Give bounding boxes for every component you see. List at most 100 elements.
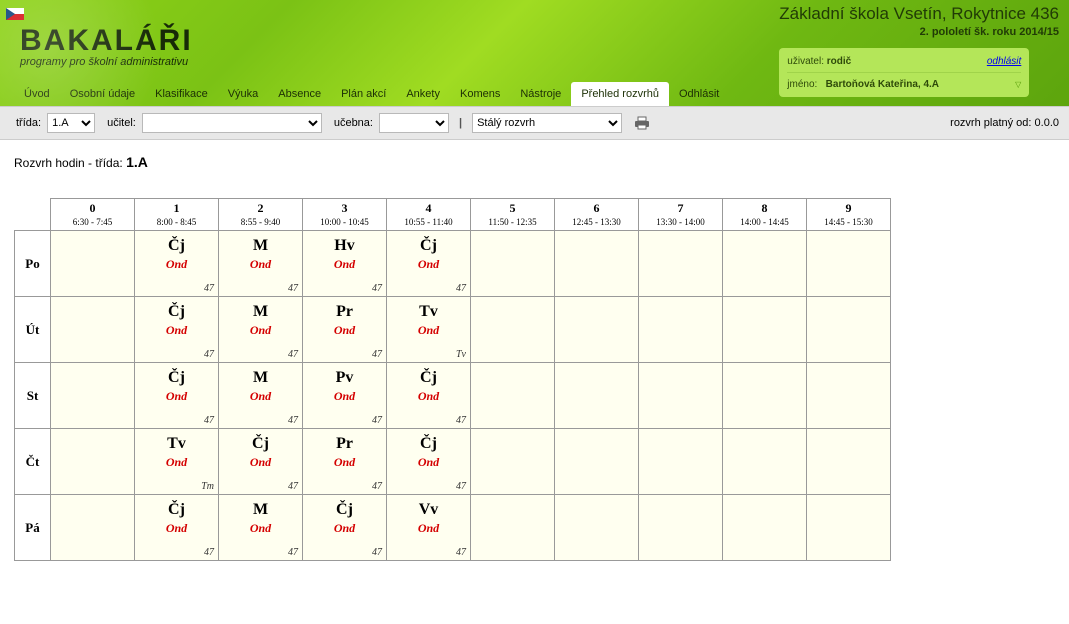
subject-label: Čj — [387, 231, 470, 255]
subject-label: Pr — [303, 297, 386, 321]
schedule-cell: Pr Ond 47 — [303, 297, 387, 363]
schedule-cell: Čj Ond 47 — [219, 429, 303, 495]
schedule-cell — [51, 231, 135, 297]
name-value: Bartoňová Kateřina, 4.A — [826, 79, 939, 90]
subject-label: Tv — [387, 297, 470, 321]
chevron-down-icon[interactable]: ▽ — [1015, 80, 1021, 89]
teacher-label: Ond — [219, 455, 302, 470]
subject-label: Čj — [219, 429, 302, 453]
menu-item[interactable]: Komens — [450, 82, 510, 106]
subject-label: Čj — [303, 495, 386, 519]
period-header: 612:45 - 13:30 — [555, 199, 639, 231]
schedule-cell — [807, 231, 891, 297]
print-icon[interactable] — [634, 116, 650, 130]
day-header: Út — [15, 297, 51, 363]
table-row: PoČjOnd47MOnd47HvOnd47ČjOnd47 — [15, 231, 891, 297]
flag-icon[interactable] — [6, 8, 24, 20]
menu-item[interactable]: Úvod — [14, 82, 60, 106]
menu-item[interactable]: Klasifikace — [145, 82, 218, 106]
separator: | — [459, 117, 462, 129]
schedule-cell — [807, 297, 891, 363]
schedule-cell — [639, 231, 723, 297]
schedule-cell — [555, 363, 639, 429]
room-label: Tv — [456, 349, 466, 360]
schedule-cell — [555, 297, 639, 363]
menu-item[interactable]: Nástroje — [510, 82, 571, 106]
schedule-cell — [51, 363, 135, 429]
user-info-box: uživatel: rodič odhlásit jméno: Bartoňov… — [779, 48, 1029, 97]
room-label: 47 — [456, 415, 466, 426]
teacher-label: Ond — [387, 323, 470, 338]
schedule-cell — [807, 363, 891, 429]
schedule-cell: ČjOnd47 — [135, 363, 219, 429]
room-label: 47 — [288, 481, 298, 492]
subject-label: Čj — [387, 429, 470, 453]
day-header: Čt — [15, 429, 51, 495]
room-label: 47 — [288, 283, 298, 294]
menu-item[interactable]: Ankety — [396, 82, 450, 106]
user-value: rodič — [827, 56, 851, 67]
schedule-cell: MOnd47 — [219, 495, 303, 561]
logout-link[interactable]: odhlásit — [987, 56, 1021, 67]
subject-label: Tv — [135, 429, 218, 453]
semester-label: 2. pololetí šk. roku 2014/15 — [779, 26, 1059, 38]
schedule-cell: VvOnd47 — [387, 495, 471, 561]
schedule-cell — [555, 495, 639, 561]
period-header: 28:55 - 9:40 — [219, 199, 303, 231]
table-row: ČtTvOndTmČjOnd47PrOnd47ČjOnd47 — [15, 429, 891, 495]
schedule-cell — [471, 363, 555, 429]
page-title: Rozvrh hodin - třída: 1.A — [14, 154, 1055, 170]
schedule-cell: ČjOnd47 — [135, 231, 219, 297]
schedule-cell — [723, 297, 807, 363]
room-label: 47 — [372, 547, 382, 558]
schedule-table: 06:30 - 7:4518:00 - 8:4528:55 - 9:40310:… — [14, 198, 891, 561]
schedule-cell: Hv Ond 47 — [303, 231, 387, 297]
schedule-cell — [723, 495, 807, 561]
room-label: 47 — [204, 283, 214, 294]
menu-item[interactable]: Osobní údaje — [60, 82, 145, 106]
teacher-label: Ond — [303, 323, 386, 338]
teacher-label: Ond — [135, 521, 218, 536]
schedule-cell: ČjOnd47 — [387, 429, 471, 495]
subject-label: Čj — [135, 363, 218, 387]
teacher-select[interactable] — [142, 113, 322, 133]
school-name: Základní škola Vsetín, Rokytnice 436 — [779, 4, 1059, 24]
teacher-label: Ond — [135, 323, 218, 338]
schedule-cell — [471, 231, 555, 297]
schedule-cell — [639, 429, 723, 495]
subject-label: Pr — [303, 429, 386, 453]
teacher-label: Ond — [303, 257, 386, 272]
subject-label: Čj — [135, 297, 218, 321]
menu-item[interactable]: Výuka — [218, 82, 269, 106]
subject-label: Hv — [303, 231, 386, 255]
period-header: 713:30 - 14:00 — [639, 199, 723, 231]
room-label: 47 — [372, 349, 382, 360]
room-select[interactable] — [379, 113, 449, 133]
table-row: PáČjOnd47MOnd47ČjOnd47VvOnd47 — [15, 495, 891, 561]
table-corner — [15, 199, 51, 231]
schedule-cell — [807, 495, 891, 561]
schedule-cell — [555, 231, 639, 297]
schedule-cell: TvOndTm — [135, 429, 219, 495]
menu-item[interactable]: Plán akcí — [331, 82, 396, 106]
schedule-cell — [723, 363, 807, 429]
teacher-label: Ond — [303, 521, 386, 536]
schedule-cell — [639, 495, 723, 561]
menu-item[interactable]: Absence — [268, 82, 331, 106]
schedule-cell — [723, 231, 807, 297]
subject-label: Čj — [387, 363, 470, 387]
app-header: Základní škola Vsetín, Rokytnice 436 2. … — [0, 0, 1069, 106]
schedule-cell — [51, 495, 135, 561]
menu-item[interactable]: Přehled rozvrhů — [571, 82, 669, 106]
schedule-type-select[interactable]: Stálý rozvrh — [472, 113, 622, 133]
room-filter-label: učebna: — [334, 117, 373, 129]
menu-item[interactable]: Odhlásit — [669, 82, 729, 106]
schedule-cell — [723, 429, 807, 495]
schedule-cell: MOnd47 — [219, 297, 303, 363]
teacher-label: Ond — [219, 257, 302, 272]
room-label: 47 — [372, 481, 382, 492]
filter-bar: třída: 1.A učitel: učebna: | Stálý rozvr… — [0, 106, 1069, 140]
class-select[interactable]: 1.A — [47, 113, 95, 133]
room-label: 47 — [372, 283, 382, 294]
schedule-cell — [639, 297, 723, 363]
